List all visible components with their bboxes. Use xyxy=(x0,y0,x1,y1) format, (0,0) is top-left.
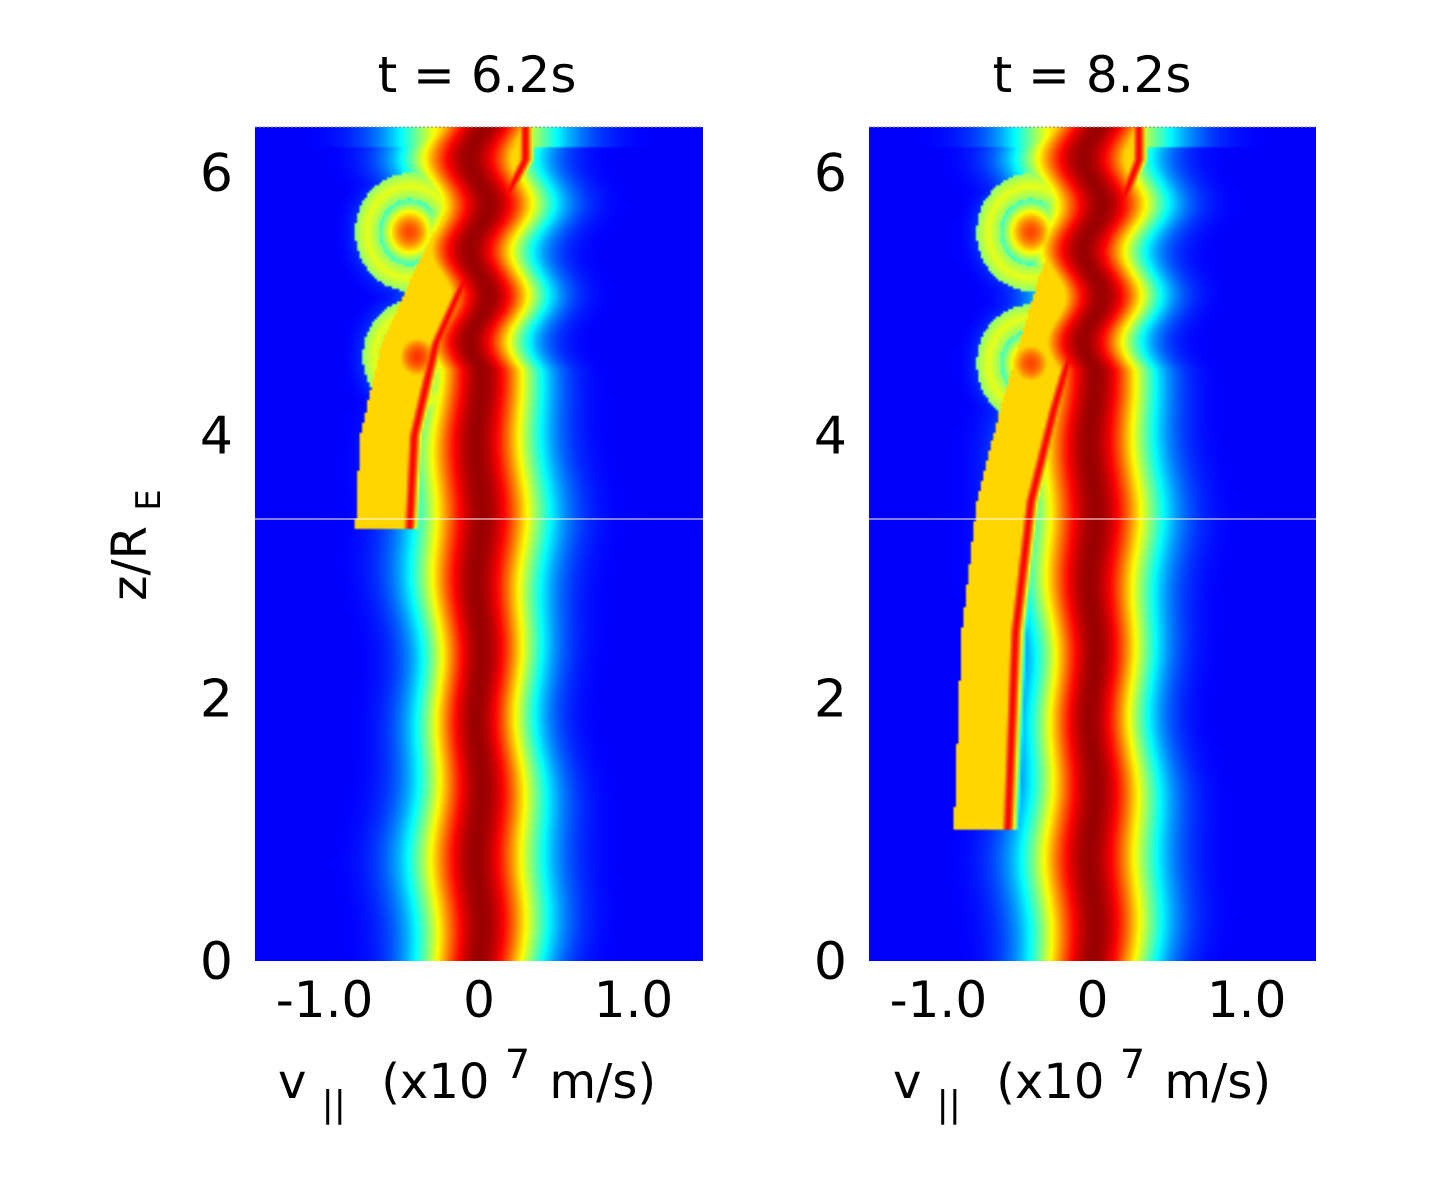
x-label-rest: (x10 xyxy=(381,1054,489,1110)
x-tick-label: -1.0 xyxy=(276,971,374,1029)
x-label-main: v xyxy=(893,1054,921,1110)
x-axis-label-left: v || (x10 7 m/s) xyxy=(278,1034,656,1128)
x-tick-label: -1.0 xyxy=(890,971,988,1029)
x-label-sup: 7 xyxy=(1120,1042,1145,1088)
x-axis-label-right: v || (x10 7 m/s) xyxy=(893,1034,1271,1128)
x-tick-label: 1.0 xyxy=(1207,971,1287,1029)
y-tick-label: 4 xyxy=(200,407,233,467)
y-axis-label: z/R E xyxy=(102,489,169,600)
x-tick-labels-right: -1.0 0 1.0 xyxy=(890,971,1287,1029)
x-tick-label: 0 xyxy=(463,971,495,1029)
panel-title-left: t = 6.2s xyxy=(378,46,577,104)
panel-title-right: t = 8.2s xyxy=(993,46,1192,104)
y-tick-labels-left: 0 2 4 6 xyxy=(200,144,233,992)
x-label-sub: || xyxy=(937,1084,961,1125)
heatmap-right xyxy=(869,127,1316,961)
panel-right: t = 8.2s 0 2 4 6 -1.0 0 1.0 v || (x10 7 m/s) xyxy=(814,46,1316,1128)
y-tick-labels-right: 0 2 4 6 xyxy=(814,144,847,992)
x-tick-label: 1.0 xyxy=(594,971,674,1029)
y-label-sub: E xyxy=(129,489,169,510)
y-label-main: z/R xyxy=(102,526,158,601)
x-label-main: v xyxy=(278,1054,306,1110)
y-tick-label: 0 xyxy=(814,932,847,992)
x-tick-label: 0 xyxy=(1077,971,1109,1029)
y-tick-label: 6 xyxy=(814,144,847,204)
y-tick-label: 2 xyxy=(200,669,233,729)
x-label-unit: m/s) xyxy=(549,1054,656,1110)
y-tick-label: 6 xyxy=(200,144,233,204)
x-label-sub: || xyxy=(322,1084,346,1125)
panel-left: t = 6.2s 0 2 4 6 -1.0 0 1.0 v || (x10 7 m/s) xyxy=(200,46,703,1128)
y-tick-label: 2 xyxy=(814,669,847,729)
y-tick-label: 4 xyxy=(814,407,847,467)
x-label-sup: 7 xyxy=(505,1042,530,1088)
x-label-rest: (x10 xyxy=(996,1054,1104,1110)
x-tick-labels-left: -1.0 0 1.0 xyxy=(276,971,674,1029)
heatmap-left xyxy=(255,127,703,961)
y-tick-label: 0 xyxy=(200,932,233,992)
x-label-unit: m/s) xyxy=(1164,1054,1271,1110)
